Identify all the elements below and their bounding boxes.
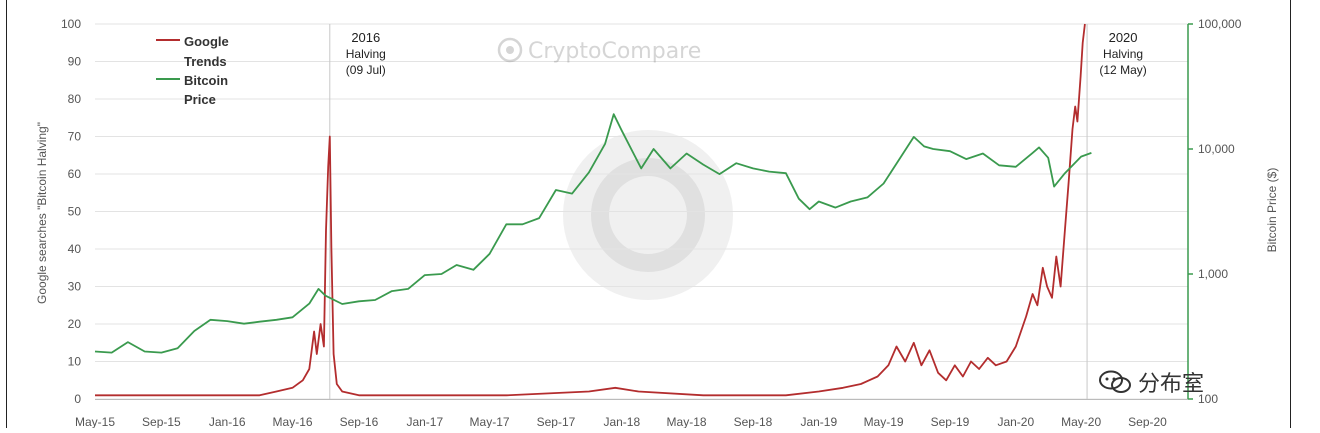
series-lines <box>94 23 1092 397</box>
y-left-tick-label: 40 <box>68 242 82 256</box>
halving-label-line: (12 May) <box>1099 63 1146 77</box>
x-tick-label: Sep-15 <box>142 415 181 428</box>
x-tick-label: Jan-19 <box>800 415 837 428</box>
y-left-tick-label: 70 <box>68 130 82 144</box>
left-axis-label: Google searches "Bitcoin Halving" <box>35 122 49 304</box>
y-left-tick-label: 90 <box>68 55 82 69</box>
x-tick-label: May-20 <box>1061 415 1101 428</box>
y-left-tick-label: 60 <box>68 167 82 181</box>
watermark-circle <box>563 130 733 300</box>
y-right-tick-label: 100 <box>1198 392 1218 406</box>
x-tick-label: Jan-20 <box>997 415 1034 428</box>
x-tick-label: May-15 <box>75 415 115 428</box>
legend-label: Google <box>184 34 229 49</box>
wechat-watermark-text: 分布室 <box>1138 372 1205 397</box>
cryptocompare-logo: CryptoCompare <box>497 37 701 64</box>
axes: 0 10 20 30 40 50 60 70 80 90 100 May-15 Sep-15 Jan-16… <box>61 17 1242 429</box>
series-line-bitcoin-price <box>94 113 1092 354</box>
y-left-tick-label: 100 <box>61 17 81 31</box>
x-tick-label: Sep-16 <box>340 415 379 428</box>
frame-right-border <box>1290 0 1291 428</box>
y-left-tick-label: 10 <box>68 355 82 369</box>
y-left-tick-label: 30 <box>68 280 82 294</box>
y-left-tick-label: 80 <box>68 92 82 106</box>
halving-label-line: Halving <box>1103 47 1143 61</box>
x-tick-label: Jan-17 <box>406 415 443 428</box>
x-tick-label: May-18 <box>667 415 707 428</box>
halving-label-line: (09 Jul) <box>346 63 386 77</box>
y-left-tick-label: 50 <box>68 205 82 219</box>
y-left-tick-label: 20 <box>68 317 82 331</box>
x-tick-label: Sep-19 <box>931 415 970 428</box>
x-tick-label: Sep-18 <box>734 415 773 428</box>
watermark-ring <box>591 158 705 272</box>
y-right-tick-label: 100,000 <box>1198 17 1242 31</box>
legend-label: Bitcoin <box>184 73 228 88</box>
halving-annotations: 2016 Halving (09 Jul) 2020 Halving (12 May) <box>329 24 1147 399</box>
y-left-tick-label: 0 <box>74 392 81 406</box>
halving-label-line: Halving <box>346 47 386 61</box>
wechat-watermark: 分布室 <box>1098 366 1204 398</box>
frame-left-border <box>6 0 7 428</box>
right-axis-label: Bitcoin Price ($) <box>1265 168 1279 253</box>
y-right-tick-label: 1,000 <box>1198 267 1228 281</box>
x-tick-label: Sep-17 <box>537 415 576 428</box>
x-tick-label: May-17 <box>470 415 510 428</box>
chat-bubble-icon <box>1099 370 1131 393</box>
legend-label: Trends <box>184 54 227 69</box>
grid-lines <box>95 23 1188 400</box>
series-line-google-trends <box>95 23 1086 397</box>
halving-label-line: 2020 <box>1109 30 1138 45</box>
x-tick-label: Sep-20 <box>1128 415 1167 428</box>
y-right-tick-label: 10,000 <box>1198 142 1235 156</box>
x-tick-label: Jan-16 <box>209 415 246 428</box>
cryptocompare-watermark: CryptoCompare <box>528 39 701 64</box>
x-tick-label: Jan-18 <box>603 415 640 428</box>
x-tick-label: May-19 <box>864 415 904 428</box>
legend-label: Price <box>184 92 216 107</box>
legend: Google Trends Bitcoin Price <box>156 34 229 107</box>
x-tick-label: May-16 <box>273 415 313 428</box>
halving-label-line: 2016 <box>351 30 380 45</box>
